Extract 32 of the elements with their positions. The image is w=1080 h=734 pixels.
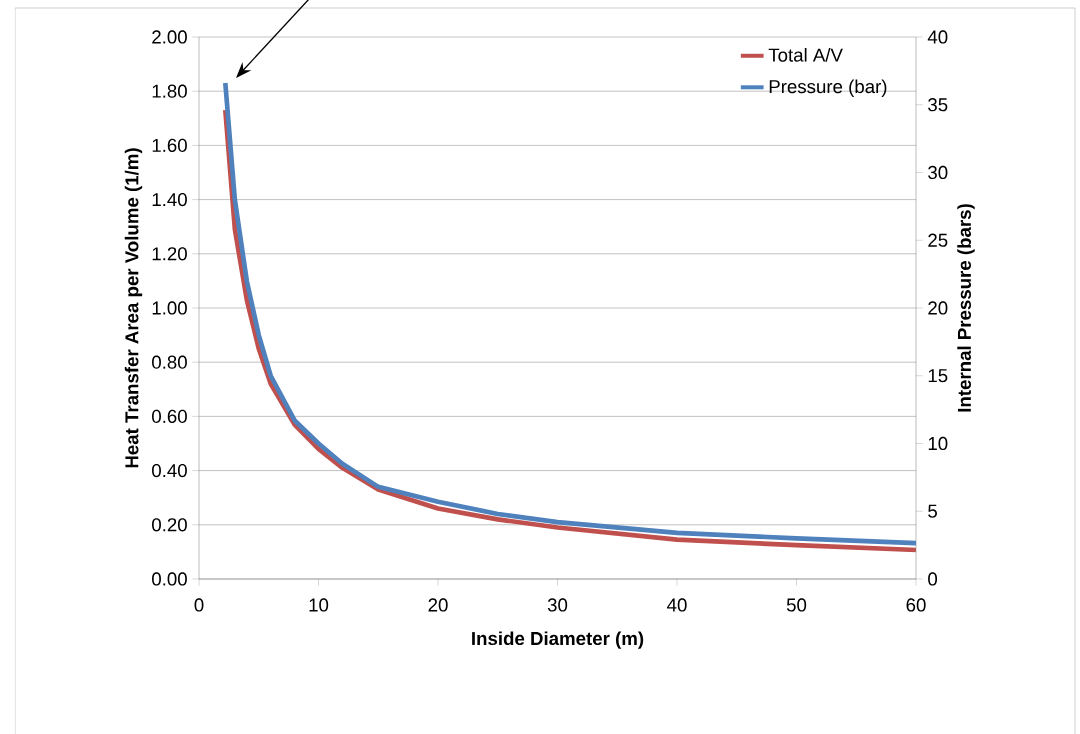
- x-tick-label: 40: [667, 598, 687, 612]
- y2-axis-title: Internal Pressure (bars): [957, 204, 975, 412]
- x-tick-label: 10: [309, 598, 329, 612]
- y-tick-label: 1.40: [152, 192, 187, 207]
- y-axis-title: Heat Transfer Area per Volume (1/m): [124, 148, 143, 468]
- y2-tick-label: 35: [928, 98, 948, 112]
- y-tick-label: 2.00: [152, 30, 187, 44]
- y2-tick-label: 10: [928, 436, 948, 451]
- y2-tick-label: 20: [928, 301, 948, 315]
- y-tick-label: 0.00: [152, 572, 187, 586]
- y-tick-label: 1.00: [152, 301, 187, 315]
- y-tick-label: 0.80: [152, 355, 187, 369]
- x-tick-label: 20: [428, 598, 448, 612]
- x-tick-label: 60: [906, 598, 926, 612]
- x-tick-label: 0: [194, 598, 204, 612]
- x-tick-label: 30: [547, 598, 568, 612]
- x-tick-label: 50: [786, 598, 807, 612]
- y-tick-label: 1.20: [152, 247, 187, 261]
- y2-tick-label: 25: [928, 233, 948, 247]
- y2-tick-label: 5: [928, 504, 937, 518]
- legend-label: Pressure (bar): [769, 79, 887, 97]
- y2-tick-label: 15: [928, 369, 948, 383]
- legend-label: Total A/V: [768, 48, 843, 62]
- y-tick-label: 1.80: [152, 84, 187, 98]
- y2-tick-label: 40: [927, 30, 948, 44]
- y2-tick-label: 0: [928, 572, 938, 586]
- y-tick-label: 0.20: [152, 518, 187, 532]
- y2-tick-label: 30: [928, 165, 948, 180]
- y-tick-label: 0.60: [152, 409, 187, 423]
- y-tick-label: 1.60: [152, 138, 187, 152]
- x-axis-title: Inside Diameter (m): [472, 631, 644, 649]
- y-tick-label: 0.40: [152, 463, 187, 478]
